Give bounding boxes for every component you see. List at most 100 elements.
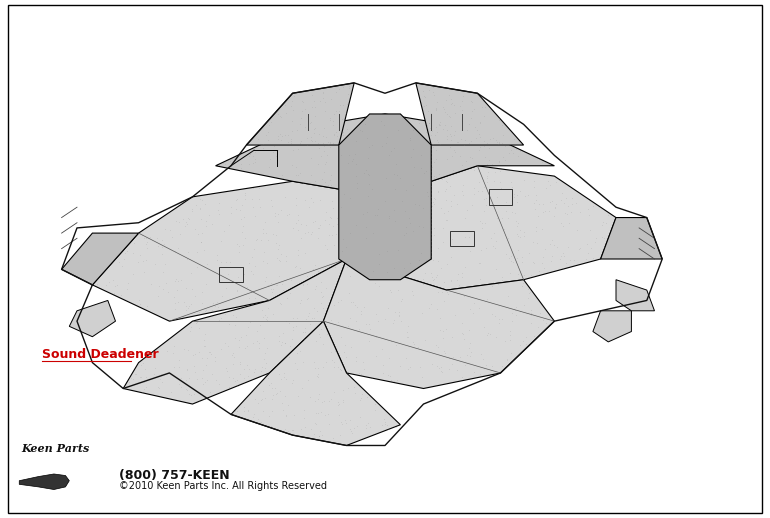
Point xyxy=(493,138,505,146)
Point xyxy=(380,153,392,162)
Point xyxy=(285,135,297,143)
Point xyxy=(286,97,299,106)
Point xyxy=(368,156,380,164)
Point xyxy=(135,361,147,369)
Point xyxy=(269,384,281,392)
Point xyxy=(209,301,221,310)
Point xyxy=(216,292,228,300)
Point xyxy=(504,257,517,265)
Point xyxy=(327,387,340,396)
Point xyxy=(449,109,461,117)
Point xyxy=(367,267,380,275)
Point xyxy=(308,304,320,312)
Point xyxy=(200,279,213,287)
Point xyxy=(482,168,494,176)
Point xyxy=(138,385,150,393)
Point xyxy=(253,344,266,353)
Point xyxy=(259,218,272,226)
Point xyxy=(421,164,434,172)
Point xyxy=(363,268,376,277)
Point xyxy=(335,296,347,305)
Point xyxy=(100,281,112,289)
Point xyxy=(357,150,369,159)
Point xyxy=(313,221,326,229)
Point xyxy=(363,171,376,180)
Point xyxy=(354,180,367,188)
Point xyxy=(270,281,282,289)
Point xyxy=(353,413,366,421)
Point xyxy=(201,260,213,268)
Point xyxy=(427,174,440,182)
Point xyxy=(430,104,442,112)
Point xyxy=(302,294,314,302)
Point xyxy=(268,142,280,151)
Point xyxy=(322,138,334,147)
Point xyxy=(189,201,202,209)
Point xyxy=(290,262,302,270)
Point xyxy=(343,289,355,297)
Point xyxy=(488,244,500,252)
Point xyxy=(352,204,364,212)
Point xyxy=(346,208,358,217)
Point xyxy=(384,129,397,137)
Point xyxy=(381,421,393,429)
Point xyxy=(283,319,295,327)
Point xyxy=(490,265,502,274)
Point xyxy=(314,97,326,106)
Point xyxy=(219,310,231,319)
Point xyxy=(134,373,146,381)
Point xyxy=(476,187,488,195)
Point xyxy=(143,351,156,359)
Point xyxy=(193,348,206,356)
Point xyxy=(257,257,270,265)
Point xyxy=(443,353,455,362)
Point xyxy=(433,364,445,372)
Point xyxy=(256,363,269,371)
Point xyxy=(467,184,480,192)
Point xyxy=(243,294,256,302)
Point xyxy=(194,195,206,203)
Point xyxy=(227,375,239,383)
Point xyxy=(182,346,195,354)
Point xyxy=(534,308,547,316)
Point xyxy=(265,422,277,430)
Point xyxy=(196,380,209,388)
Polygon shape xyxy=(323,259,554,388)
Point xyxy=(506,316,518,325)
Point xyxy=(448,131,460,139)
Point xyxy=(370,333,382,341)
Point xyxy=(390,212,403,220)
Point xyxy=(598,243,610,251)
Point xyxy=(136,378,148,386)
Point xyxy=(346,298,359,306)
Point xyxy=(477,141,490,150)
Point xyxy=(362,419,374,427)
Point xyxy=(369,265,381,274)
Point xyxy=(196,366,209,374)
Point xyxy=(510,145,522,153)
Point xyxy=(468,166,480,174)
Point xyxy=(467,309,479,318)
Point xyxy=(487,133,499,141)
Point xyxy=(548,212,561,220)
Point xyxy=(403,131,416,139)
Point xyxy=(373,281,386,290)
Point xyxy=(423,85,435,94)
Point xyxy=(544,198,556,206)
Point xyxy=(404,214,417,222)
Point xyxy=(358,120,370,128)
Point xyxy=(382,304,394,312)
Point xyxy=(316,89,329,97)
Point xyxy=(354,307,367,315)
Point xyxy=(390,341,402,349)
Point xyxy=(437,175,449,183)
Point xyxy=(281,131,293,139)
Point xyxy=(387,159,399,167)
Point xyxy=(200,306,213,314)
Point xyxy=(394,174,407,182)
Point xyxy=(310,409,323,418)
Point xyxy=(376,421,388,429)
Point xyxy=(190,318,203,326)
Point xyxy=(303,203,315,211)
Point xyxy=(420,100,433,109)
